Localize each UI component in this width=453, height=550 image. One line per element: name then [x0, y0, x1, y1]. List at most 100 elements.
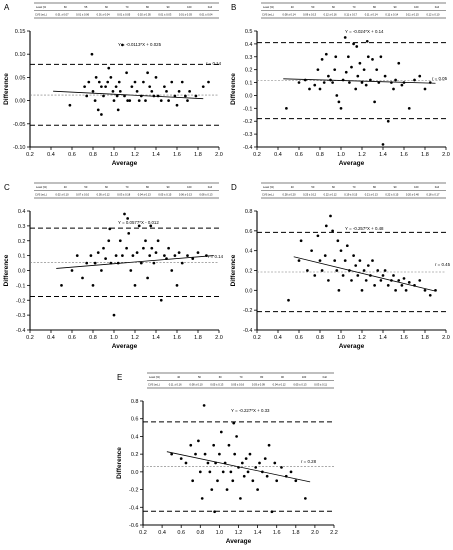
- data-point: [358, 61, 362, 65]
- data-point: [320, 58, 324, 61]
- data-point: [356, 74, 360, 78]
- y-tick-label: 0.6: [245, 229, 253, 235]
- data-point: [256, 488, 259, 491]
- x-tick-label: 1.0: [337, 152, 345, 158]
- data-point: [159, 99, 163, 102]
- header-cvs-cell: 0.01 ± 0.04: [97, 13, 111, 17]
- data-point: [261, 470, 264, 474]
- y-tick-label: 0.2: [18, 239, 26, 245]
- data-point: [163, 85, 166, 89]
- correlation-label: r = 0.05: [432, 76, 448, 81]
- header-cvs-cell: CVS (mL.): [35, 193, 47, 197]
- x-tick-label: 1.2: [358, 335, 366, 341]
- x-tick-label: 0.2: [253, 152, 261, 158]
- y-tick-label: -0.3: [16, 313, 25, 319]
- data-point: [137, 99, 141, 102]
- data-point: [135, 89, 139, 93]
- data-point: [225, 488, 229, 491]
- header-level-cell: 80: [373, 185, 376, 189]
- header-cvs-cell: 0.28 ± 0.20: [283, 193, 297, 197]
- x-tick-label: 1.6: [273, 530, 281, 536]
- data-point: [390, 279, 393, 282]
- y-axis-title: Difference: [230, 254, 237, 286]
- data-point: [126, 99, 129, 102]
- data-point: [273, 461, 277, 465]
- data-point: [87, 80, 91, 84]
- data-point: [150, 246, 154, 250]
- header-level-cell: 100: [302, 375, 307, 379]
- header-cvs-cell: 0.22 ± 0.15: [385, 193, 399, 197]
- data-point: [165, 89, 168, 93]
- data-point: [96, 251, 100, 254]
- data-point: [197, 439, 200, 443]
- data-point: [102, 246, 105, 250]
- data-point: [191, 257, 195, 260]
- data-point: [381, 274, 385, 277]
- data-point: [407, 281, 411, 284]
- data-point: [383, 269, 387, 272]
- data-point: [379, 55, 383, 59]
- data-point: [418, 74, 422, 78]
- y-tick-label: -0.2: [16, 298, 25, 304]
- data-point: [383, 74, 387, 78]
- data-point: [392, 87, 395, 91]
- header-level-cell: 50: [198, 375, 201, 379]
- data-point: [121, 43, 124, 47]
- data-point: [418, 279, 422, 282]
- data-point: [333, 68, 337, 72]
- y-tick-label: 0.0: [245, 93, 253, 99]
- header-level-cell: 90: [167, 185, 170, 189]
- header-cvs-cell: CVS (mL.): [262, 193, 274, 197]
- x-tick-label: 1.2: [235, 530, 243, 536]
- data-point: [350, 65, 353, 69]
- data-point: [180, 80, 184, 84]
- data-point: [371, 259, 374, 262]
- data-point: [369, 78, 372, 82]
- x-tick-label: 0.4: [47, 335, 55, 341]
- data-point: [108, 227, 112, 231]
- header-cvs-cell: 0.11 ± 0.14: [385, 13, 398, 17]
- data-point: [289, 470, 293, 474]
- x-tick-label: 0.6: [177, 530, 185, 536]
- header-level-cell: Level (%): [263, 5, 274, 9]
- y-tick-label: 0.4: [245, 42, 253, 48]
- data-point: [343, 259, 347, 262]
- y-tick-label: -0.6: [129, 523, 138, 529]
- x-tick-label: 0.4: [274, 152, 282, 158]
- data-point: [170, 452, 173, 456]
- header-level-cell: 60: [64, 5, 67, 9]
- data-point: [339, 249, 343, 253]
- x-tick-label: 0.2: [253, 335, 261, 341]
- data-point: [284, 474, 288, 478]
- x-tick-label: 2.0: [215, 335, 223, 341]
- x-tick-label: 1.2: [131, 152, 139, 158]
- y-tick-label: 0.8: [131, 399, 139, 405]
- x-tick-label: 1.6: [173, 335, 181, 341]
- y-axis-title: Difference: [116, 447, 123, 479]
- regression-line: [283, 78, 436, 84]
- data-point: [213, 510, 216, 514]
- data-point: [275, 479, 279, 483]
- header-cvs-cell: 0.12 ± 0.10: [426, 13, 440, 17]
- header-cvs-cell: CVS (mL.): [148, 383, 160, 387]
- y-tick-label: 0.5: [245, 29, 253, 35]
- data-point: [258, 461, 261, 465]
- regression-equation: Y = 0.0577*X - 0.012: [118, 220, 159, 225]
- header-level-cell: 55: [84, 5, 87, 9]
- y-tick-label: 0.15: [15, 29, 26, 35]
- data-point: [125, 71, 128, 75]
- correlation-label: r = 0.28: [301, 459, 317, 464]
- x-tick-label: 1.0: [216, 530, 224, 536]
- panel-e-chart: E Level (%) 40 50 60 70 80 90 100 Full CVS (mL.) 0.…: [116, 372, 338, 545]
- data-point: [116, 108, 120, 112]
- data-point: [142, 80, 145, 84]
- header-cvs-cell: 0.03 ± 0.11: [314, 383, 327, 387]
- data-point: [130, 85, 134, 89]
- panel-b-chart: B Level (%) 40 50 60 70 80 90 100 Full CVS (mL.) 0.…: [230, 2, 450, 167]
- data-point: [139, 94, 143, 98]
- data-point: [362, 68, 366, 72]
- header-level-cell: 100: [414, 5, 419, 9]
- header-cvs-cell: 0.02 ± 0.10: [56, 193, 70, 197]
- data-point: [270, 510, 274, 514]
- x-tick-label: 0.6: [295, 152, 303, 158]
